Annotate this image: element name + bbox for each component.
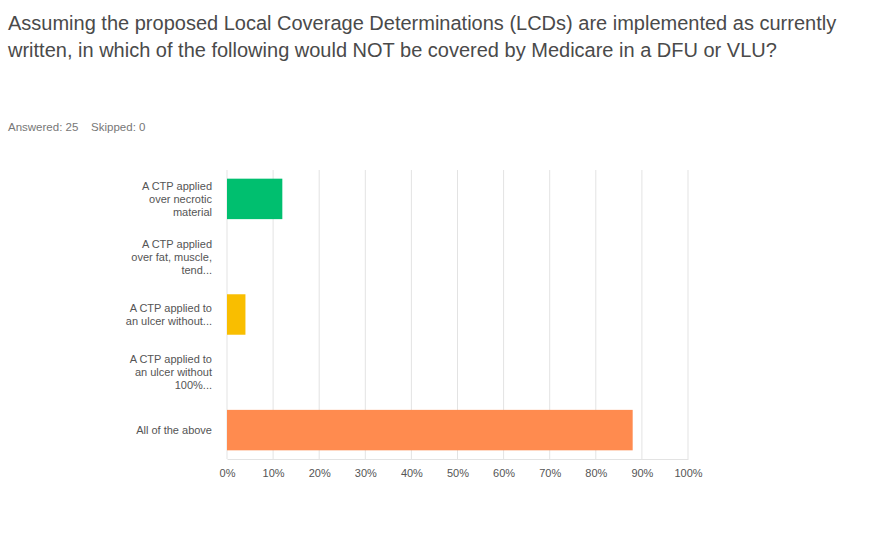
category-label: A CTP applied toan ulcer without... (126, 302, 212, 327)
tick: 40% (401, 459, 423, 479)
grid-line (688, 170, 689, 459)
text-line: tend... (181, 264, 212, 276)
bar (227, 294, 245, 334)
text-line: Assuming the proposed Local Coverage Det… (8, 12, 836, 34)
tick: 90% (631, 459, 653, 479)
subtitle: Answered: 25 Skipped: 0 (8, 121, 145, 133)
text-line: an ulcer without (135, 366, 212, 378)
tick-label: 70% (539, 467, 561, 479)
text-line: A CTP applied to (130, 353, 212, 365)
tick: 30% (355, 459, 377, 479)
text-line: A CTP applied (142, 180, 212, 192)
tick: 70% (539, 459, 561, 479)
tick: 50% (447, 459, 469, 479)
tick-label: 80% (585, 467, 607, 479)
x-axis: 0% 10% 20% 30% 40% 50% 60% 70% 80% 90% 100% (220, 459, 703, 479)
tick-label: 0% (220, 467, 236, 479)
category-label: A CTP appliedover necroticmaterial (142, 180, 213, 218)
bar (227, 410, 633, 450)
text-line: over necrotic (149, 193, 212, 205)
tick-label: 60% (493, 467, 515, 479)
tick: 100% (674, 459, 702, 479)
tick-label: 90% (631, 467, 653, 479)
y-axis: A CTP appliedover necroticmaterialA CTP … (126, 180, 213, 436)
text-line: A CTP applied to (130, 302, 212, 314)
category-label: All of the above (136, 424, 212, 436)
bars (227, 179, 633, 451)
tick-label: 40% (401, 467, 423, 479)
tick-label: 20% (309, 467, 331, 479)
text-line: written, in which of the following would… (7, 39, 777, 61)
tick-label: 100% (674, 467, 702, 479)
text-line: 100%... (175, 379, 212, 391)
text-line: All of the above (136, 424, 212, 436)
tick-label: 50% (447, 467, 469, 479)
chart: Assuming the proposed Local Coverage Det… (0, 0, 878, 541)
tick: 60% (493, 459, 515, 479)
grid (227, 170, 688, 459)
text-line: over fat, muscle, (131, 251, 212, 263)
tick: 10% (263, 459, 285, 479)
category-label: A CTP appliedover fat, muscle,tend... (131, 238, 212, 276)
bar (227, 179, 282, 219)
category-label: A CTP applied toan ulcer without100%... (130, 353, 212, 391)
bar (227, 236, 228, 276)
bar (227, 352, 228, 392)
tick: 80% (585, 459, 607, 479)
text-line: A CTP applied (142, 238, 212, 250)
text-line: material (173, 206, 212, 218)
text-line: an ulcer without... (126, 315, 212, 327)
axis-line (228, 459, 689, 460)
title: Assuming the proposed Local Coverage Det… (7, 12, 836, 61)
tick-label: 30% (355, 467, 377, 479)
tick-label: 10% (263, 467, 285, 479)
grid-line (641, 170, 642, 459)
tick: 0% (220, 459, 236, 479)
tick: 20% (309, 459, 331, 479)
